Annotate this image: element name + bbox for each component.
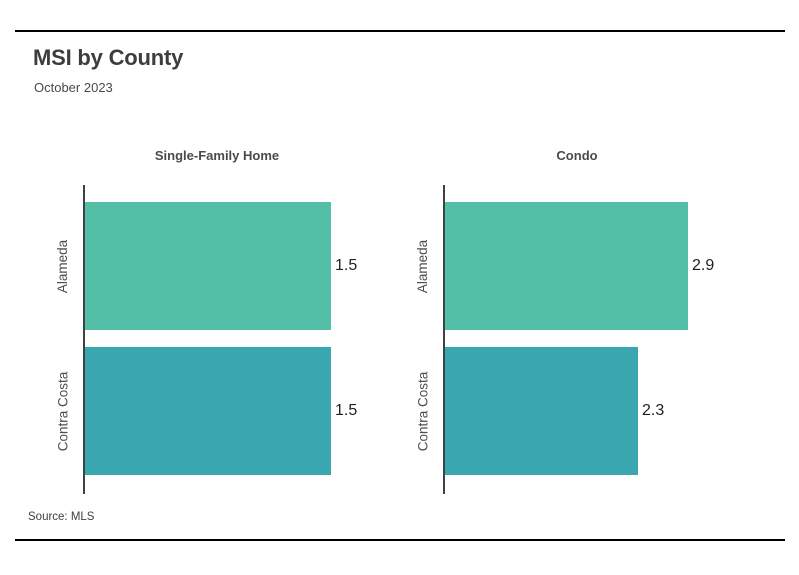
y-axis-category-label-text: Alameda xyxy=(415,239,431,293)
chart-panel: Single-Family Home 1.5 Alameda 1.5 Contra C… xyxy=(56,148,357,494)
bar-value-label: 1.5 xyxy=(335,402,358,419)
y-axis-line xyxy=(443,185,445,494)
bottom-rule xyxy=(15,539,785,541)
bar-value-label: 2.3 xyxy=(642,402,665,419)
chart-panel: Condo 2.9 Alameda 2.3 Contra Costa xyxy=(416,148,715,494)
y-axis-category-label: Alameda xyxy=(49,202,77,330)
bar-value-label: 2.9 xyxy=(692,257,715,274)
top-rule xyxy=(15,30,785,32)
chart-title: MSI by County xyxy=(33,45,184,70)
y-axis-category-label: Contra Costa xyxy=(49,347,77,475)
panel-title: Condo xyxy=(556,148,598,163)
bar xyxy=(445,202,688,330)
y-axis-category-label: Contra Costa xyxy=(409,347,437,475)
y-axis-line xyxy=(83,185,85,494)
panel-title: Single-Family Home xyxy=(154,148,280,163)
y-axis-category-label-text: Contra Costa xyxy=(415,371,431,451)
y-axis-category-label: Alameda xyxy=(409,202,437,330)
bar xyxy=(85,202,331,330)
bar xyxy=(445,347,638,475)
chart-subtitle: October 2023 xyxy=(34,80,113,95)
y-axis-category-label-text: Alameda xyxy=(55,239,71,293)
source-note: Source: MLS xyxy=(28,511,95,523)
bar-value-label: 1.5 xyxy=(335,257,358,274)
y-axis-category-label-text: Contra Costa xyxy=(55,371,71,451)
bar xyxy=(85,347,331,475)
